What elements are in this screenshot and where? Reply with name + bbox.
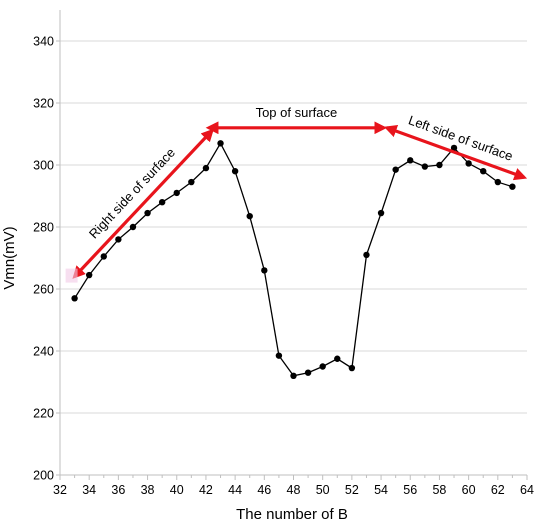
data-point xyxy=(290,372,297,379)
annotation-arrow xyxy=(72,128,214,279)
x-tick-label: 58 xyxy=(432,483,446,497)
data-point xyxy=(509,183,516,190)
x-tick-label: 48 xyxy=(287,483,301,497)
data-point xyxy=(158,199,166,206)
x-tick-label: 56 xyxy=(403,483,417,497)
y-tick-label: 240 xyxy=(33,345,54,359)
data-point xyxy=(246,212,253,220)
y-tick-label: 220 xyxy=(33,407,54,421)
axes xyxy=(56,10,528,480)
data-point xyxy=(85,271,93,279)
y-tick-label: 300 xyxy=(33,159,54,173)
x-tick-label: 60 xyxy=(462,483,476,497)
data-point xyxy=(275,352,283,359)
y-tick-label: 320 xyxy=(33,97,54,111)
x-tick-label: 34 xyxy=(82,483,96,497)
data-point xyxy=(377,209,385,217)
x-tick-label: 46 xyxy=(257,483,271,497)
data-point xyxy=(407,157,414,164)
data-point xyxy=(363,251,370,259)
tick-labels: 200 220 240 260 280 300 320 340 32 34 36 38 40 42 44 46… xyxy=(33,35,534,498)
x-tick-label: 38 xyxy=(141,483,155,497)
data-point xyxy=(480,168,487,175)
x-tick-label: 52 xyxy=(345,483,359,497)
y-tick-label: 200 xyxy=(33,469,54,483)
y-axis-title: Vmn(mV) xyxy=(1,226,18,289)
x-tick-label: 44 xyxy=(228,483,242,497)
data-point xyxy=(465,160,472,167)
data-point xyxy=(188,178,195,186)
data-point xyxy=(115,236,122,243)
data-point xyxy=(144,209,151,217)
annotation-label: Top of surface xyxy=(256,105,338,120)
highlight-marker xyxy=(65,268,78,283)
data-point xyxy=(304,369,312,376)
y-tick-label: 280 xyxy=(33,221,54,235)
data-point xyxy=(421,163,429,170)
x-tick-label: 42 xyxy=(199,483,213,497)
data-point xyxy=(334,355,341,362)
x-tick-label: 36 xyxy=(111,483,125,497)
x-tick-label: 32 xyxy=(53,483,67,497)
data-point xyxy=(71,295,78,302)
data-point xyxy=(392,166,399,173)
data-point xyxy=(100,253,107,260)
x-axis-title: The number of B xyxy=(236,506,348,523)
data-point xyxy=(261,267,268,274)
x-tick-label: 54 xyxy=(374,483,388,497)
y-tick-label: 340 xyxy=(33,35,54,49)
x-tick-label: 50 xyxy=(316,483,330,497)
data-point xyxy=(202,164,210,172)
annotation-arrow xyxy=(383,125,528,181)
x-tick-label: 64 xyxy=(520,483,534,497)
data-point xyxy=(129,223,137,231)
data-point xyxy=(217,140,224,147)
data-point xyxy=(173,189,180,197)
x-tick-label: 40 xyxy=(170,483,184,497)
data-point xyxy=(319,363,326,370)
y-tick-label: 260 xyxy=(33,283,54,297)
x-tick-label: 62 xyxy=(491,483,505,497)
data-point xyxy=(231,168,239,175)
data-point xyxy=(494,178,502,186)
data-point xyxy=(348,364,356,372)
data-point xyxy=(436,161,443,169)
